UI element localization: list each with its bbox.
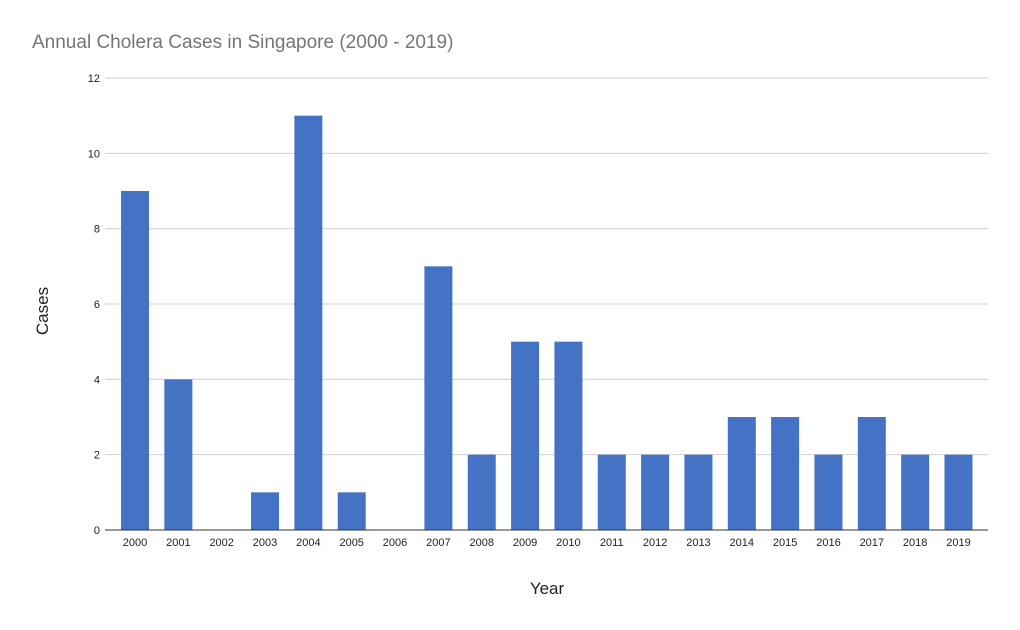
- x-tick-label: 2003: [253, 537, 277, 549]
- x-tick-label: 2001: [166, 537, 190, 549]
- y-tick-label: 12: [88, 73, 100, 85]
- x-tick-label: 2009: [513, 537, 537, 549]
- bar-2010: [554, 341, 583, 530]
- bar-2004: [294, 115, 323, 531]
- x-axis-title: Year: [530, 579, 565, 598]
- bar-2001: [164, 379, 193, 530]
- bar-2009: [511, 341, 540, 530]
- x-tick-label: 2006: [383, 537, 407, 549]
- bars: [121, 115, 973, 531]
- bar-2003: [251, 492, 280, 530]
- x-tick-label: 2007: [426, 537, 450, 549]
- x-tick-label: 2019: [946, 537, 970, 549]
- x-tick-label: 2008: [469, 537, 493, 549]
- y-axis-title: Cases: [33, 287, 52, 335]
- x-tick-label: 2012: [643, 537, 667, 549]
- bar-2017: [857, 417, 886, 530]
- x-tick-label: 2010: [556, 537, 580, 549]
- y-tick-label: 2: [94, 450, 100, 462]
- y-tick-label: 4: [94, 374, 100, 386]
- y-axis-ticks: 0 2 4 6 8 10 12: [88, 73, 100, 537]
- chart-title: Annual Cholera Cases in Singapore (2000 …: [32, 32, 453, 53]
- bar-2011: [597, 454, 626, 530]
- y-tick-label: 6: [94, 299, 100, 311]
- x-tick-label: 2018: [903, 537, 927, 549]
- x-tick-label: 2005: [339, 537, 363, 549]
- y-tick-label: 0: [94, 525, 100, 537]
- gridlines: [105, 77, 988, 456]
- y-tick-label: 10: [88, 148, 100, 160]
- bar-2008: [467, 454, 496, 530]
- y-tick-label: 8: [94, 224, 100, 236]
- bar-2015: [771, 417, 800, 530]
- bar-2012: [641, 454, 670, 530]
- bar-2016: [814, 454, 843, 530]
- bar-2013: [684, 454, 713, 530]
- bar-2000: [121, 191, 149, 530]
- x-tick-label: 2011: [600, 537, 624, 549]
- x-tick-label: 2002: [209, 537, 233, 549]
- bar-2005: [337, 492, 366, 530]
- x-tick-label: 2013: [686, 537, 710, 549]
- x-tick-label: 2004: [296, 537, 320, 549]
- x-tick-label: 2015: [773, 537, 797, 549]
- bar-2019: [944, 454, 973, 530]
- bar-2007: [424, 266, 453, 530]
- x-tick-label: 2014: [730, 537, 754, 549]
- bar-2018: [901, 454, 930, 530]
- x-axis-ticks: 2000 2001 2002 2003 2004 2005 2006 2007 2008 2009…: [123, 537, 971, 549]
- x-tick-label: 2000: [123, 537, 147, 549]
- bar-2014: [727, 417, 756, 530]
- x-tick-label: 2016: [816, 537, 840, 549]
- x-tick-label: 2017: [860, 537, 884, 549]
